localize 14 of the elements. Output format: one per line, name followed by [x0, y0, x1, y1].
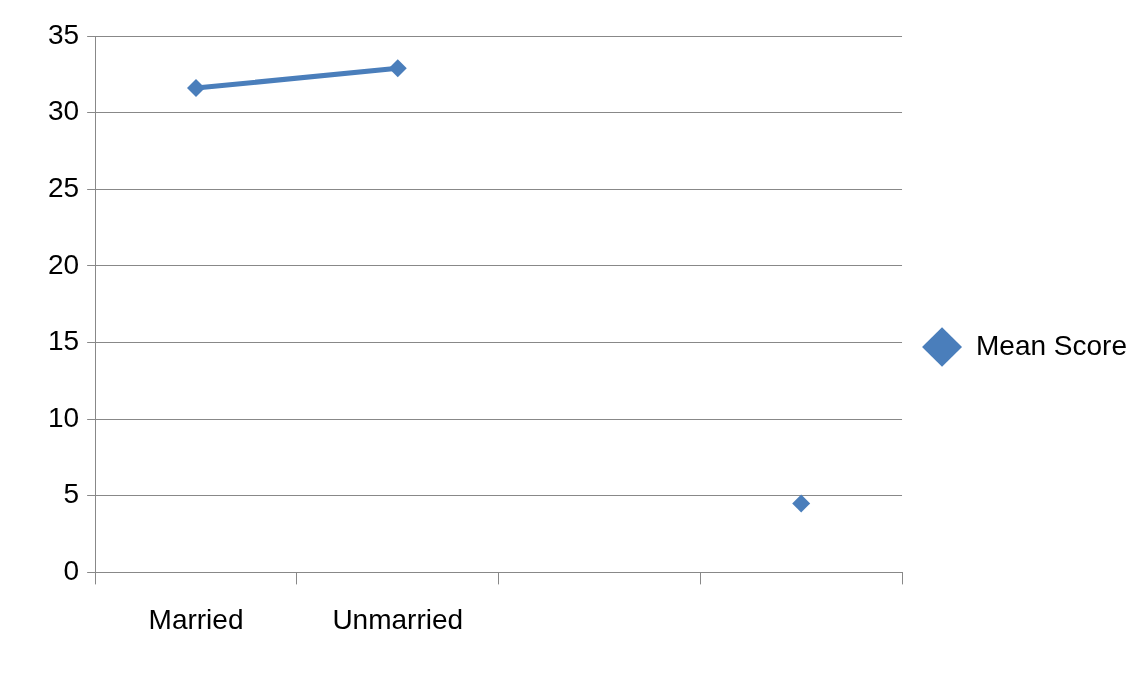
y-tick-label: 15: [47, 325, 80, 357]
y-tick-label: 30: [47, 95, 80, 127]
y-tick-label: 35: [47, 18, 80, 50]
y-tick-label: 0: [63, 555, 80, 587]
x-tick-label: Married: [148, 603, 244, 635]
y-tick-label: 20: [47, 248, 80, 280]
point: [792, 494, 811, 513]
point: [388, 59, 407, 78]
y-tick-label: 10: [47, 401, 80, 433]
point: [187, 79, 206, 98]
x-tick-label: Unmarried: [332, 603, 464, 635]
legend-label: Mean Score: [976, 329, 1127, 361]
y-tick-label: 25: [47, 171, 80, 203]
y-tick-label: 5: [63, 478, 80, 510]
